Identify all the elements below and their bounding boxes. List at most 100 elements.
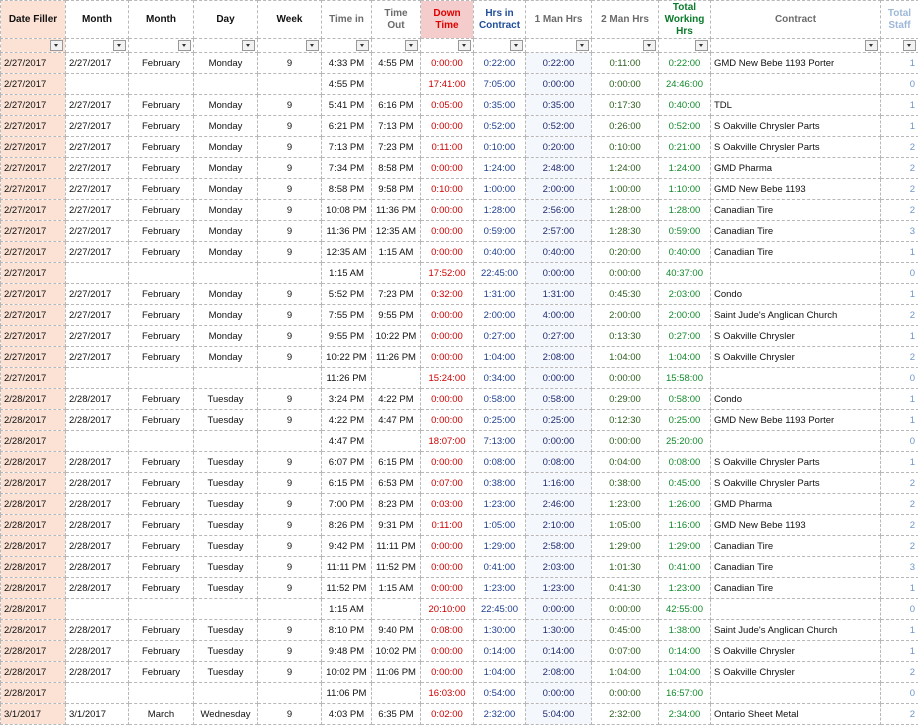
cell <box>128 598 194 620</box>
cell: 1:24:00 <box>591 157 659 179</box>
filter-button[interactable] <box>306 39 319 51</box>
cell: 0:00:00 <box>420 409 474 431</box>
cell: Tuesday <box>193 619 258 641</box>
cell: 1:24:00 <box>473 157 526 179</box>
cell: 0:08:00 <box>658 451 711 473</box>
cell <box>193 682 258 704</box>
cell <box>65 598 129 620</box>
cell: 0:00:00 <box>525 682 592 704</box>
filter-button[interactable] <box>113 39 126 51</box>
cell: 7:55 PM <box>321 304 372 326</box>
cell: 2 <box>880 493 918 515</box>
filter-button[interactable] <box>576 39 589 51</box>
cell: 9:48 PM <box>321 640 372 662</box>
data-row: 2/27/2017 2/27/2017 February Monday 9 7:13 PM… <box>0 136 918 158</box>
filter-button[interactable] <box>405 39 418 51</box>
cell: February <box>128 199 194 221</box>
filter-button[interactable] <box>178 39 191 51</box>
cell: 0:35:00 <box>525 94 592 116</box>
filter-button[interactable] <box>242 39 255 51</box>
data-row: 2/27/2017 2/27/2017 February Monday 9 5:52 PM… <box>0 283 918 305</box>
cell: 2/27/2017 <box>0 73 66 95</box>
cell: 0:00:00 <box>420 325 474 347</box>
cell: 1 <box>880 241 918 263</box>
cell: 9 <box>257 703 322 725</box>
column-header: Date Filler <box>0 0 66 39</box>
cell: 1:04:00 <box>591 661 659 683</box>
cell: 2/28/2017 <box>0 682 66 704</box>
filter-button[interactable] <box>865 39 878 51</box>
cell: 7:13 PM <box>321 136 372 158</box>
cell: 6:15 PM <box>321 472 372 494</box>
filter-button[interactable] <box>458 39 471 51</box>
cell: 9 <box>257 661 322 683</box>
cell: 0:00:00 <box>420 388 474 410</box>
cell: 1:23:00 <box>525 577 592 599</box>
cell: 17:52:00 <box>420 262 474 284</box>
cell: 2/28/2017 <box>65 514 129 536</box>
cell: 24:46:00 <box>658 73 711 95</box>
cell: 1 <box>880 283 918 305</box>
cell: 2:03:00 <box>658 283 711 305</box>
cell: 2 <box>880 535 918 557</box>
cell: 4:33 PM <box>321 52 372 74</box>
cell: 1 <box>880 619 918 641</box>
filter-cell <box>880 38 918 53</box>
filter-button[interactable] <box>356 39 369 51</box>
filter-button[interactable] <box>510 39 523 51</box>
cell: 9 <box>257 451 322 473</box>
cell: Wednesday <box>193 703 258 725</box>
cell: 0 <box>880 367 918 389</box>
cell: 9 <box>257 241 322 263</box>
cell: 6:21 PM <box>321 115 372 137</box>
cell: 3 <box>880 556 918 578</box>
filter-button[interactable] <box>695 39 708 51</box>
cell: 1:00:00 <box>591 178 659 200</box>
cell: 2:46:00 <box>525 493 592 515</box>
cell: 11:26 PM <box>321 367 372 389</box>
cell: 0:13:30 <box>591 325 659 347</box>
cell: 0:45:00 <box>591 619 659 641</box>
cell: February <box>128 220 194 242</box>
cell: S Oakville Chrysler <box>710 640 881 662</box>
filter-button[interactable] <box>903 39 916 51</box>
cell: February <box>128 388 194 410</box>
cell: 6:16 PM <box>371 94 421 116</box>
cell: 10:22 PM <box>371 325 421 347</box>
cell: 15:58:00 <box>658 367 711 389</box>
filter-button[interactable] <box>50 39 63 51</box>
cell: GMD New Bebe 1193 Porter <box>710 409 881 431</box>
cell: 11:52 PM <box>371 556 421 578</box>
header-row: Date Filler Month Month Day Week Time in Time … <box>0 0 918 39</box>
filter-button[interactable] <box>643 39 656 51</box>
cell: 0:08:00 <box>525 451 592 473</box>
cell: 0:00:00 <box>420 220 474 242</box>
cell: February <box>128 94 194 116</box>
cell: 0:00:00 <box>420 451 474 473</box>
cell: 0:29:00 <box>591 388 659 410</box>
cell: 11:06 PM <box>371 661 421 683</box>
cell: 1:01:30 <box>591 556 659 578</box>
cell: 0:27:00 <box>473 325 526 347</box>
cell: 9:42 PM <box>321 535 372 557</box>
data-row: 2/27/2017 11:26 PM 15:24:00 0:34:00 0:00:00 0… <box>0 367 918 389</box>
cell: 2/28/2017 <box>65 640 129 662</box>
column-header: Time Out <box>371 0 421 39</box>
cell: 4:00:00 <box>525 304 592 326</box>
cell: 2/27/2017 <box>0 178 66 200</box>
cell: 0:03:00 <box>420 493 474 515</box>
cell: 0:00:00 <box>525 598 592 620</box>
cell: 2/28/2017 <box>0 598 66 620</box>
cell: 2/28/2017 <box>0 661 66 683</box>
cell: 0:00:00 <box>420 304 474 326</box>
cell: 2/28/2017 <box>0 577 66 599</box>
cell: 9 <box>257 115 322 137</box>
cell: 1:15 AM <box>321 262 372 284</box>
cell: 1:31:00 <box>525 283 592 305</box>
cell: 2/28/2017 <box>0 493 66 515</box>
data-row: 2/28/2017 2/28/2017 February Tuesday 9 11:11 … <box>0 556 918 578</box>
cell: GMD New Bebe 1193 <box>710 178 881 200</box>
cell: 1:15 AM <box>371 241 421 263</box>
cell <box>371 367 421 389</box>
cell: 0 <box>880 682 918 704</box>
